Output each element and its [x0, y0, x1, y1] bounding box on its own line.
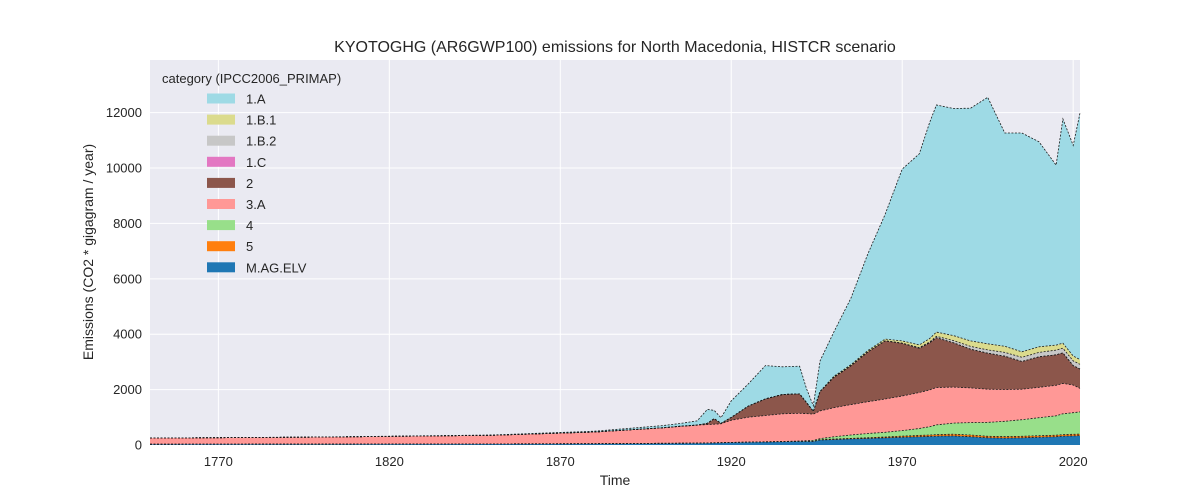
x-tick-label-1870: 1870	[546, 454, 575, 469]
legend-label-m-ag-elv: M.AG.ELV	[246, 260, 307, 275]
x-tick-label-1970: 1970	[888, 454, 917, 469]
legend-swatch-2	[207, 177, 235, 188]
area-3-a	[150, 383, 1080, 445]
y-tick-label-8000: 8000	[113, 216, 142, 231]
y-axis-title: Emissions (CO2 * gigagram / year)	[80, 144, 96, 360]
legend-swatch-1-a	[207, 93, 235, 104]
y-tick-label-10000: 10000	[106, 161, 142, 176]
boundary-line-1-c	[149, 337, 1081, 439]
y-tick-label-0: 0	[135, 438, 142, 453]
tick-layer: 1770 1820 1870 1920 1970 2020 0 2000 4000 6000 800…	[106, 105, 1088, 469]
x-axis-title: Time	[600, 472, 631, 488]
legend-swatch-5	[207, 241, 235, 252]
legend-title: category (IPCC2006_PRIMAP)	[162, 71, 341, 86]
boundary-line-4	[149, 411, 1081, 445]
boundary-line-1-b-2	[149, 335, 1081, 439]
legend-label-1-b-2: 1.B.2	[246, 134, 276, 149]
legend-label-3-a: 3.A	[246, 197, 266, 212]
legend-label-1-c: 1.C	[246, 155, 266, 170]
x-tick-label-2020: 2020	[1059, 454, 1088, 469]
legend-swatch-1-b-1	[207, 114, 235, 125]
x-tick-label-1820: 1820	[375, 454, 404, 469]
legend-swatch-1-b-2	[207, 135, 235, 146]
legend-label-5: 5	[246, 239, 253, 254]
y-tick-label-2000: 2000	[113, 382, 142, 397]
legend-swatch-1-c	[207, 156, 235, 167]
y-tick-label-6000: 6000	[113, 271, 142, 286]
y-tick-label-12000: 12000	[106, 105, 142, 120]
line-layer	[149, 96, 1081, 445]
legend-swatch-4	[207, 220, 235, 231]
legend-swatch-3-a	[207, 199, 235, 209]
y-tick-label-4000: 4000	[113, 327, 142, 342]
x-tick-label-1770: 1770	[204, 454, 233, 469]
legend-label-4: 4	[246, 218, 253, 233]
legend-label-2: 2	[246, 176, 253, 191]
legend: category (IPCC2006_PRIMAP) 1.A 1.B.1 1.B.2…	[162, 71, 341, 275]
legend-label-1-a: 1.A	[246, 92, 266, 107]
area-1-a	[150, 97, 1080, 439]
legend-swatch-m-ag-elv	[207, 262, 235, 273]
legend-label-1-b-1: 1.B.1	[246, 113, 276, 128]
area-m-ag-elv	[150, 435, 1080, 445]
chart-title: KYOTOGHG (AR6GWP100) emissions for North…	[334, 39, 896, 56]
area-layer	[150, 97, 1080, 445]
x-tick-label-1920: 1920	[717, 454, 746, 469]
boundary-line-3-a	[149, 382, 1081, 439]
area-2	[150, 337, 1080, 439]
area-4	[150, 411, 1080, 445]
